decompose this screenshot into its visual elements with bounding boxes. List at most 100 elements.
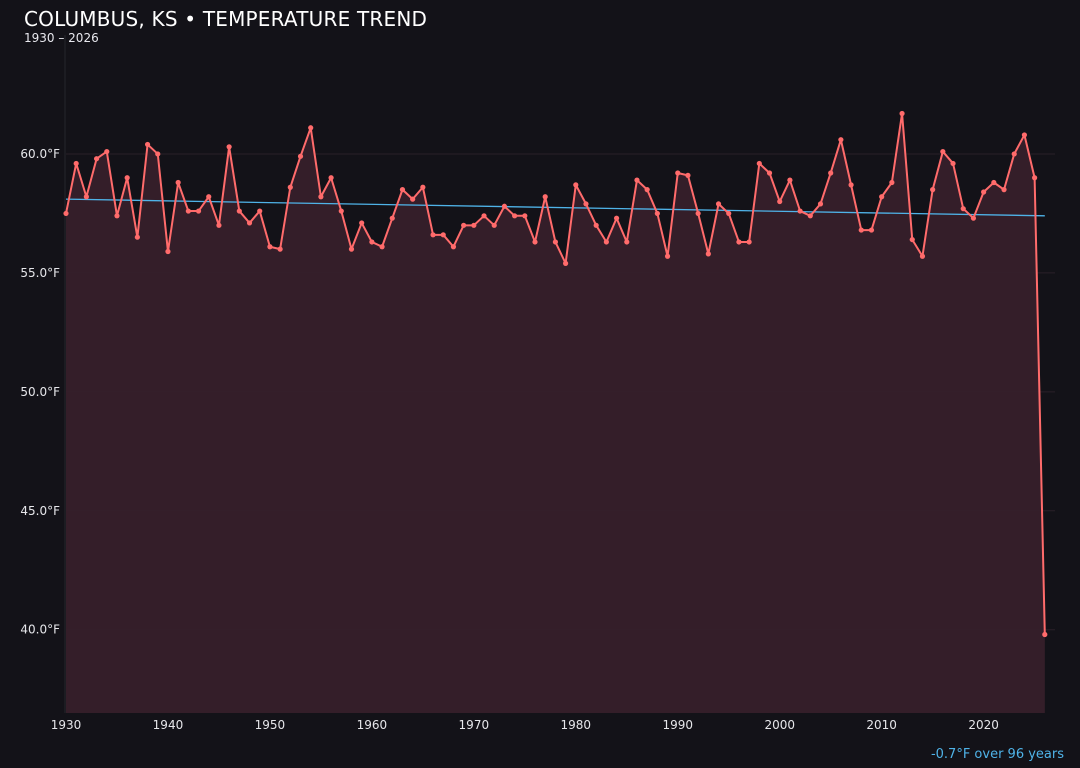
- data-point: [950, 160, 956, 167]
- data-point: [624, 239, 630, 245]
- data-point: [583, 201, 589, 207]
- x-tick-label: 2020: [968, 718, 999, 732]
- data-point: [644, 187, 650, 193]
- data-point: [542, 194, 548, 200]
- data-point: [715, 201, 722, 207]
- data-point: [481, 213, 487, 219]
- data-point: [216, 222, 222, 228]
- data-point: [93, 156, 100, 162]
- x-tick-label: 1970: [459, 718, 490, 732]
- data-point: [471, 222, 477, 228]
- data-point: [868, 227, 875, 233]
- data-point: [73, 160, 79, 167]
- x-tick-label: 2010: [866, 718, 897, 732]
- data-point: [848, 182, 854, 188]
- data-point: [1001, 187, 1007, 193]
- data-point: [970, 215, 977, 221]
- data-point: [736, 239, 742, 245]
- data-point: [124, 175, 130, 181]
- data-point: [879, 194, 885, 200]
- data-point: [593, 222, 599, 228]
- data-point: [705, 251, 711, 257]
- data-point: [155, 151, 161, 157]
- data-point: [512, 213, 518, 219]
- data-point: [420, 184, 426, 190]
- data-point: [746, 239, 752, 245]
- data-point: [573, 182, 579, 188]
- data-point: [981, 189, 987, 195]
- data-point: [257, 208, 263, 214]
- data-point: [410, 196, 416, 202]
- data-point: [634, 177, 640, 183]
- trend-line: [65, 198, 1045, 217]
- data-point: [379, 244, 385, 250]
- area-fill: [66, 113, 1045, 714]
- data-point: [1021, 132, 1028, 138]
- data-point: [165, 248, 171, 255]
- data-point: [930, 187, 936, 193]
- data-point: [828, 170, 834, 176]
- y-tick-label: 55.0°F: [20, 266, 60, 280]
- data-point: [195, 208, 202, 214]
- data-point: [797, 208, 803, 214]
- data-point: [654, 210, 660, 217]
- data-point: [1011, 151, 1017, 157]
- data-point: [114, 213, 120, 219]
- data-point: [899, 110, 905, 117]
- data-point: [664, 253, 671, 259]
- data-point: [104, 148, 110, 155]
- data-point: [807, 213, 813, 219]
- data-point: [450, 244, 457, 250]
- data-point: [532, 239, 538, 245]
- data-point: [246, 220, 253, 226]
- data-point: [267, 244, 273, 250]
- data-point: [1042, 631, 1048, 638]
- data-point: [185, 208, 191, 214]
- data-point: [613, 215, 620, 221]
- data-point: [277, 246, 283, 252]
- data-point: [1032, 175, 1038, 181]
- data-point: [838, 137, 844, 143]
- data-point: [308, 125, 314, 131]
- data-point: [675, 170, 681, 176]
- y-tick-label: 60.0°F: [20, 147, 60, 161]
- x-tick-label: 1930: [51, 718, 82, 732]
- data-point: [919, 253, 926, 259]
- x-tick-label: 1980: [561, 718, 592, 732]
- data-point: [552, 239, 559, 245]
- data-point: [685, 172, 691, 178]
- data-point: [695, 210, 701, 217]
- data-point: [858, 227, 864, 233]
- data-point: [787, 177, 793, 183]
- trend-annotation: -0.7°F over 96 years: [930, 747, 1064, 762]
- data-point: [328, 175, 334, 181]
- data-point: [430, 232, 436, 238]
- x-tick-label: 1990: [662, 718, 693, 732]
- chart-title: COLUMBUS, KS • TEMPERATURE TREND: [24, 7, 428, 31]
- data-point: [338, 208, 344, 214]
- data-point: [756, 160, 762, 167]
- data-point: [777, 198, 783, 205]
- data-point: [562, 260, 569, 266]
- data-point: [134, 234, 140, 240]
- y-tick-label: 40.0°F: [20, 623, 60, 637]
- data-point: [348, 246, 355, 252]
- data-point: [236, 208, 242, 214]
- data-point: [501, 203, 508, 209]
- data-point: [461, 222, 467, 228]
- data-point: [991, 179, 997, 186]
- data-point: [399, 187, 406, 193]
- data-point: [144, 141, 151, 148]
- data-point: [175, 179, 181, 186]
- data-point: [297, 153, 304, 159]
- data-point: [83, 194, 89, 200]
- chart-subtitle: 1930 – 2026: [24, 31, 99, 45]
- data-point: [226, 144, 232, 150]
- data-point: [440, 232, 446, 238]
- data-point: [909, 236, 915, 243]
- data-point: [766, 170, 773, 176]
- data-point: [287, 184, 293, 190]
- y-tick-label: 50.0°F: [20, 385, 60, 399]
- data-point: [603, 239, 609, 245]
